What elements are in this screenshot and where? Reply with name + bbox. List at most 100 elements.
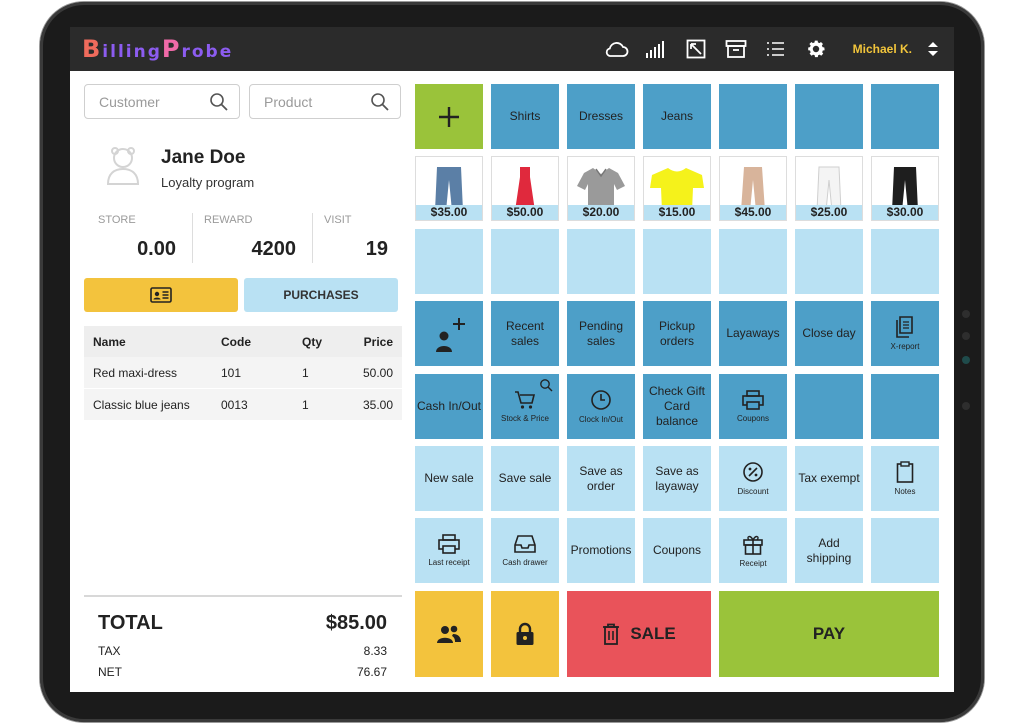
clock-inout-label: Clock In/Out xyxy=(578,414,623,424)
tax-value: 8.33 xyxy=(363,644,387,658)
search-icon[interactable] xyxy=(209,92,229,112)
product-tile[interactable]: $20.00 xyxy=(567,156,635,221)
customer-search-input[interactable]: Customer xyxy=(84,84,240,119)
last-receipt-button[interactable]: Last receipt xyxy=(415,518,483,583)
product-tile[interactable]: $50.00 xyxy=(491,156,559,221)
customer-name: Jane Doe xyxy=(161,147,246,168)
cash-drawer-button[interactable]: Cash drawer xyxy=(491,518,559,583)
product-tile[interactable]: $15.00 xyxy=(643,156,711,221)
category-empty[interactable] xyxy=(871,84,939,149)
product-tile[interactable]: $25.00 xyxy=(795,156,863,221)
archive-icon[interactable] xyxy=(723,36,749,62)
empty-slot[interactable] xyxy=(567,229,635,294)
tax-exempt-button[interactable]: Tax exempt xyxy=(795,446,863,511)
users-icon xyxy=(437,625,461,643)
inbox-icon xyxy=(514,534,536,553)
empty-slot[interactable] xyxy=(795,229,863,294)
gear-icon[interactable] xyxy=(803,36,829,62)
product-pants-image xyxy=(721,165,785,213)
pickup-orders-button[interactable]: Pickup orders xyxy=(643,301,711,366)
product-tile[interactable]: $45.00 xyxy=(719,156,787,221)
item-qty: 1 xyxy=(302,398,309,412)
empty-slot[interactable] xyxy=(491,229,559,294)
clock-inout-button[interactable]: Clock In/Out xyxy=(567,374,635,439)
item-price: 35.00 xyxy=(362,398,393,412)
receipt-button[interactable]: Receipt xyxy=(719,518,787,583)
category-empty[interactable] xyxy=(795,84,863,149)
save-as-layaway-button[interactable]: Save as layaway xyxy=(643,446,711,511)
signal-icon[interactable] xyxy=(643,36,669,62)
resize-icon[interactable] xyxy=(683,36,709,62)
customers-button[interactable] xyxy=(415,591,483,677)
product-tile[interactable]: $30.00 xyxy=(871,156,939,221)
col-qty: Qty xyxy=(302,335,323,349)
check-gift-card-button[interactable]: Check Gift Card balance xyxy=(643,374,711,439)
notes-button[interactable]: Notes xyxy=(871,446,939,511)
cloud-icon[interactable] xyxy=(603,36,629,62)
report-icon xyxy=(896,315,913,338)
product-search-input[interactable]: Product xyxy=(249,84,401,119)
clock-icon xyxy=(591,389,611,410)
add-user-icon xyxy=(436,317,465,352)
category-shirts[interactable]: Shirts xyxy=(491,84,559,149)
pay-button[interactable]: PAY xyxy=(719,591,939,677)
product-jeans-image xyxy=(873,165,937,213)
cash-inout-button[interactable]: Cash In/Out xyxy=(415,374,483,439)
app-logo: BillingProbe xyxy=(82,33,233,65)
sensor-dot xyxy=(962,356,970,364)
last-receipt-label: Last receipt xyxy=(428,557,470,567)
empty-slot[interactable] xyxy=(871,229,939,294)
logo-text: BillingProbe xyxy=(82,35,234,63)
new-sale-button[interactable]: New sale xyxy=(415,446,483,511)
close-day-button[interactable]: Close day xyxy=(795,301,863,366)
empty-slot[interactable] xyxy=(795,374,863,439)
void-sale-button[interactable]: SALE xyxy=(567,591,711,677)
coupons-button[interactable]: Coupons xyxy=(643,518,711,583)
category-empty[interactable] xyxy=(719,84,787,149)
save-sale-button[interactable]: Save sale xyxy=(491,446,559,511)
list-icon[interactable] xyxy=(763,36,789,62)
discount-button[interactable]: Discount xyxy=(719,446,787,511)
empty-slot[interactable] xyxy=(643,229,711,294)
promotions-button[interactable]: Promotions xyxy=(567,518,635,583)
table-row[interactable]: Red maxi-dress 101 1 50.00 xyxy=(84,357,402,389)
customer-card-button[interactable] xyxy=(84,278,238,312)
table-row[interactable]: Classic blue jeans 0013 1 35.00 xyxy=(84,389,402,421)
pending-sales-button[interactable]: Pending sales xyxy=(567,301,635,366)
add-customer-button[interactable] xyxy=(415,301,483,366)
coupons-print-button[interactable]: Coupons xyxy=(719,374,787,439)
category-dresses[interactable]: Dresses xyxy=(567,84,635,149)
coupons-print-label: Coupons xyxy=(736,413,770,423)
stat-visit-label: VISIT xyxy=(324,214,352,226)
product-price: $45.00 xyxy=(720,205,786,220)
empty-slot[interactable] xyxy=(871,518,939,583)
x-report-button[interactable]: X-report xyxy=(871,301,939,366)
total-label: TOTAL xyxy=(98,612,163,634)
save-as-order-button[interactable]: Save as order xyxy=(567,446,635,511)
x-report-label: X-report xyxy=(890,341,920,351)
col-name: Name xyxy=(93,335,126,349)
purchases-button[interactable]: PURCHASES xyxy=(244,278,398,312)
chevron-updown-icon[interactable] xyxy=(926,36,940,62)
stat-store-label: STORE xyxy=(98,214,136,226)
net-value: 76.67 xyxy=(356,665,387,679)
recent-sales-button[interactable]: Recent sales xyxy=(491,301,559,366)
stock-price-button[interactable]: Stock & Price xyxy=(491,374,559,439)
search-icon[interactable] xyxy=(370,92,390,112)
user-name[interactable]: Michael K. xyxy=(852,42,912,56)
gift-icon xyxy=(743,535,763,555)
cart-icon xyxy=(515,390,536,409)
product-tile[interactable]: $35.00 xyxy=(415,156,483,221)
empty-slot[interactable] xyxy=(871,374,939,439)
product-price: $35.00 xyxy=(416,205,482,220)
category-jeans[interactable]: Jeans xyxy=(643,84,711,149)
sensor-dot xyxy=(962,310,970,318)
cart-table: Name Code Qty Price Red maxi-dress 101 1… xyxy=(84,326,402,421)
add-shipping-button[interactable]: Add shipping xyxy=(795,518,863,583)
layaways-button[interactable]: Layaways xyxy=(719,301,787,366)
add-category-button[interactable] xyxy=(415,84,483,149)
cash-drawer-label: Cash drawer xyxy=(502,557,548,567)
lock-button[interactable] xyxy=(491,591,559,677)
empty-slot[interactable] xyxy=(415,229,483,294)
empty-slot[interactable] xyxy=(719,229,787,294)
